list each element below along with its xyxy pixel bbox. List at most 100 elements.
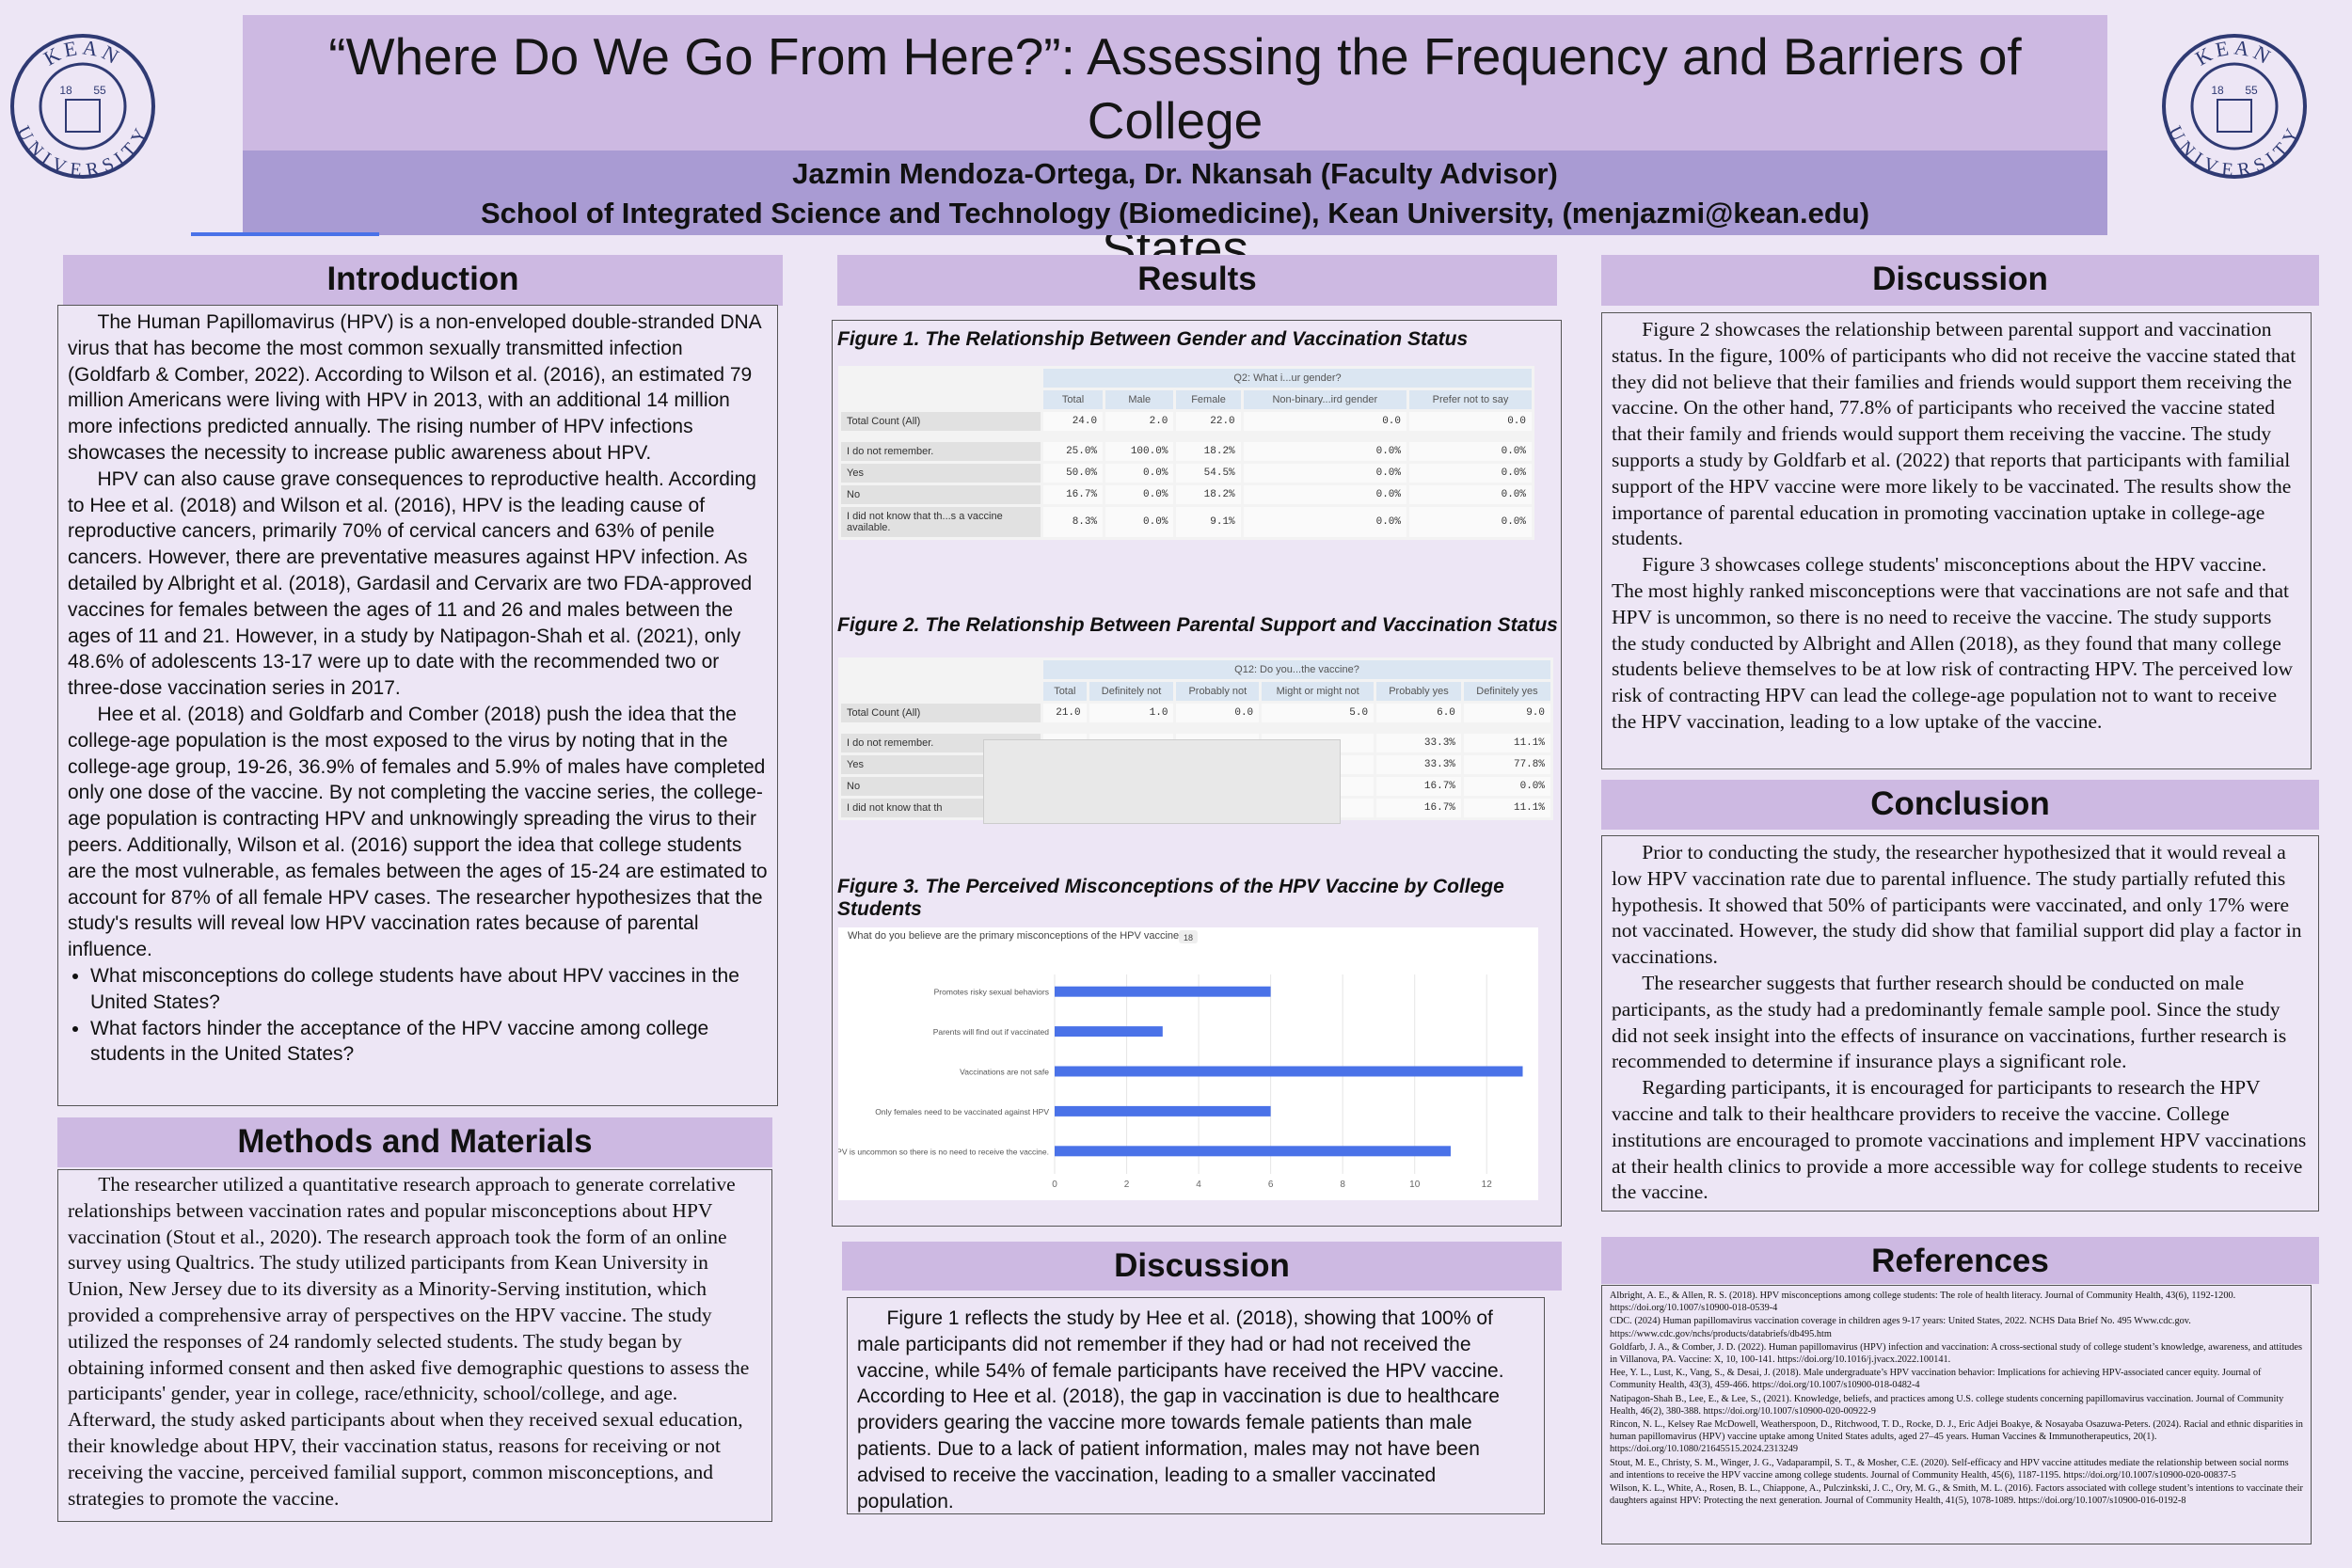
cell: 0.0	[1243, 412, 1407, 431]
figure-2-overlay	[983, 739, 1341, 824]
results-box: Figure 1. The Relationship Between Gende…	[832, 320, 1562, 1227]
authors: Jazmin Mendoza-Ortega, Dr. Nkansah (Facu…	[792, 157, 1558, 190]
column-header: Probably not	[1176, 682, 1260, 701]
x-tick-label: 8	[1340, 1180, 1345, 1190]
category-label: Parents will find out if vaccinated	[933, 1027, 1050, 1037]
table-row: I did not know that th...s a vaccine ava…	[841, 507, 1532, 537]
cell: 5.0	[1262, 704, 1375, 722]
row-label: I do not remember.	[841, 442, 1041, 461]
logo-year: 18	[59, 84, 72, 97]
author-band: Jazmin Mendoza-Ortega, Dr. Nkansah (Facu…	[243, 150, 2107, 235]
table-row: Total Count (All) 21.0 1.0 0.0 5.0 6.0 9.0	[841, 704, 1550, 722]
section-heading: Results	[837, 255, 1557, 306]
section-heading: References	[1601, 1237, 2319, 1284]
paragraph: The researcher suggests that further res…	[1612, 971, 2287, 1073]
column-header: Female	[1176, 390, 1241, 409]
cell: 2.0	[1105, 412, 1174, 431]
cell: 11.1%	[1463, 734, 1550, 752]
cell: 0.0	[1176, 704, 1260, 722]
logo-year: 55	[93, 84, 106, 97]
cell: 0.0%	[1105, 507, 1174, 537]
title: “Where Do We Go From Here?”: Assessing t…	[328, 27, 2022, 150]
accent-line	[191, 232, 379, 236]
bullet: What misconceptions do college students …	[90, 963, 768, 1016]
bar	[1055, 1066, 1523, 1077]
figure-3-chart: What do you believe are the primary misc…	[838, 927, 1538, 1200]
paragraph: Regarding participants, it is encouraged…	[1612, 1076, 2307, 1204]
x-tick-label: 6	[1268, 1180, 1274, 1190]
cell: 24.0	[1043, 412, 1104, 431]
cell: 0.0%	[1105, 485, 1174, 504]
column-header: Definitely not	[1089, 682, 1174, 701]
logo-right: KEAN UNIVERSITY 18 55	[2162, 34, 2307, 181]
cell: 54.5%	[1176, 464, 1241, 483]
row-label: Total Count (All)	[841, 412, 1041, 431]
reference: Natipagon-Shah B., Lee, E., & Lee, S., (…	[1610, 1393, 2284, 1417]
group-header: Q2: What i...ur gender?	[1043, 369, 1532, 388]
logo-year: 18	[2211, 84, 2224, 97]
section-heading: Conclusion	[1601, 780, 2319, 830]
cell: 11.1%	[1463, 799, 1550, 817]
section-heading: Discussion	[1601, 255, 2319, 306]
x-tick-label: 12	[1482, 1180, 1493, 1190]
bar	[1055, 1105, 1271, 1117]
cell: 0.0	[1409, 412, 1532, 431]
discussion-text: Figure 2 showcases the relationship betw…	[1601, 312, 2312, 769]
logo-left: KEAN UNIVERSITY 18 55	[10, 34, 155, 181]
cell: 9.0	[1463, 704, 1550, 722]
figure-1-table: Q2: What i...ur gender? Total Male Female No…	[838, 366, 1534, 540]
cell: 0.0%	[1243, 485, 1407, 504]
cell: 16.7%	[1376, 799, 1461, 817]
affiliation: School of Integrated Science and Technol…	[480, 197, 1870, 230]
cell: 6.0	[1376, 704, 1461, 722]
x-tick-label: 2	[1124, 1180, 1130, 1190]
cell: 1.0	[1089, 704, 1174, 722]
category-label: Promotes risky sexual behaviors	[934, 988, 1049, 997]
x-tick-label: 10	[1409, 1180, 1421, 1190]
x-tick-label: 4	[1196, 1180, 1201, 1190]
cell: 33.3%	[1376, 755, 1461, 774]
bar	[1055, 1026, 1163, 1037]
reference: Rincon, N. L., Kelsey Rae McDowell, Weat…	[1610, 1419, 2303, 1455]
cell: 9.1%	[1176, 507, 1241, 537]
paragraph: Prior to conducting the study, the resea…	[1612, 841, 2302, 969]
paragraph: Hee et al. (2018) and Goldfarb and Combe…	[68, 703, 768, 961]
cell: 22.0	[1176, 412, 1241, 431]
section-heading: Methods and Materials	[57, 1117, 772, 1167]
column-header: Non-binary...ird gender	[1243, 390, 1407, 409]
category-label: Vaccinations are not safe	[960, 1068, 1049, 1077]
reference: Hee, Y. L., Lust, K., Vang, S., & Desai,…	[1610, 1368, 2262, 1391]
row-label: No	[841, 485, 1041, 504]
chart-question: What do you believe are the primary misc…	[848, 930, 1184, 942]
cell: 50.0%	[1043, 464, 1104, 483]
x-tick-label: 0	[1052, 1180, 1057, 1190]
title-box: “Where Do We Go From Here?”: Assessing t…	[243, 15, 2107, 277]
figure-caption: Figure 1. The Relationship Between Gende…	[837, 328, 1469, 350]
bullet: What factors hinder the acceptance of th…	[90, 1016, 768, 1069]
category-label: HPV is uncommon so there is no need to r…	[838, 1147, 1049, 1156]
table-row: Total Male Female Non-binary...ird gender Pr…	[841, 390, 1532, 409]
row-label: Yes	[841, 464, 1041, 483]
spacer	[841, 390, 1041, 409]
references-list: Albright, A. E., & Allen, R. S. (2018). …	[1601, 1285, 2312, 1544]
table-row: I do not remember. 25.0% 100.0% 18.2% 0.0% 0.…	[841, 442, 1532, 461]
paragraph: The researcher utilized a quantitative r…	[68, 1173, 750, 1510]
column-header: Total	[1043, 390, 1104, 409]
column-header: Total	[1043, 682, 1087, 701]
cell: 18.2%	[1176, 485, 1241, 504]
data-table: Q2: What i...ur gender? Total Male Female No…	[838, 366, 1534, 540]
discussion-text: Figure 1 reflects the study by Hee et al…	[847, 1297, 1545, 1514]
table-row: Q2: What i...ur gender?	[841, 369, 1532, 388]
methods-text: The researcher utilized a quantitative r…	[57, 1169, 772, 1522]
figure-caption: Figure 2. The Relationship Between Paren…	[837, 614, 1558, 636]
cell: 33.3%	[1376, 734, 1461, 752]
table-row: No 16.7% 0.0% 18.2% 0.0% 0.0%	[841, 485, 1532, 504]
table-row	[841, 434, 1532, 439]
paragraph: Figure 1 reflects the study by Hee et al…	[857, 1307, 1504, 1513]
cell: 0.0%	[1409, 464, 1532, 483]
data-table: Q12: Do you...the vaccine? Total Definitel…	[838, 657, 1553, 820]
section-heading: Introduction	[63, 255, 783, 306]
column-header: Male	[1105, 390, 1174, 409]
bar	[1055, 1146, 1451, 1157]
